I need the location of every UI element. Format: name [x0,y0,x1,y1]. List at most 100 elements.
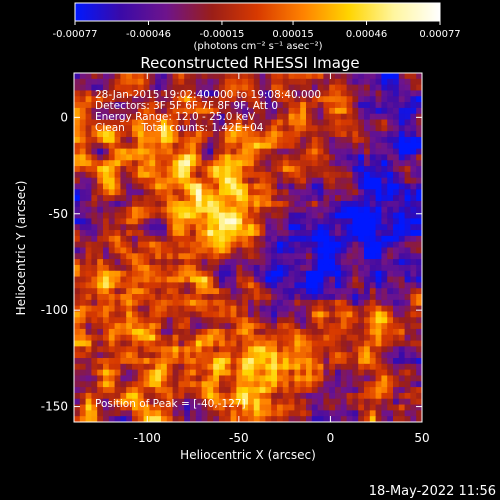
heatmap-cell [213,142,220,150]
heatmap-cell [300,358,307,365]
heatmap-cell [271,387,278,394]
heatmap-cell [317,125,324,132]
heatmap-cell [143,253,150,260]
heatmap-cell [114,90,121,97]
heatmap-cell [213,189,220,196]
heatmap-cell [271,113,278,121]
heatmap-cell [219,230,226,237]
heatmap-cell [393,352,400,359]
heatmap-cell [323,340,330,347]
heatmap-cell [387,218,394,225]
heatmap-cell [97,363,104,371]
heatmap-cell [74,358,81,365]
heatmap-cell [352,363,359,371]
heatmap-cell [161,311,168,318]
heatmap-cell [271,125,278,132]
heatmap-cell [230,148,237,156]
heatmap-cell [300,410,307,417]
heatmap-cell [364,131,371,138]
heatmap-cell [364,171,371,179]
heatmap-cell [120,328,127,336]
heatmap-cell [178,276,185,283]
heatmap-cell [143,160,150,167]
heatmap-cell [364,294,371,301]
heatmap-cell [120,78,127,86]
heatmap-cell [404,160,411,167]
heatmap-cell [114,392,121,400]
heatmap-cell [236,235,243,243]
heatmap-cell [410,84,417,92]
heatmap-cell [369,206,377,214]
heatmap-cell [387,410,394,417]
heatmap-cell [166,381,174,388]
heatmap-cell [248,381,255,388]
heatmap-cell [398,299,406,307]
heatmap-cell [323,323,330,330]
heatmap-cell [207,363,214,371]
heatmap-cell [381,381,388,388]
heatmap-cell [404,264,411,272]
heatmap-cell [259,189,266,196]
heatmap-cell [207,235,214,243]
heatmap-cell [224,410,232,417]
heatmap-cell [149,375,156,382]
heatmap-cell [114,125,121,132]
heatmap-cell [381,398,388,406]
heatmap-cell [410,154,417,161]
heatmap-cell [236,224,243,231]
heatmap-cell [236,259,243,266]
heatmap-cell [126,142,133,150]
heatmap-cell [265,288,272,295]
heatmap-cell [387,241,394,249]
heatmap-cell [294,131,301,138]
heatmap-cell [358,416,365,422]
colorbar [74,2,441,22]
heatmap-cell [143,183,150,190]
heatmap-cell [137,381,145,388]
heatmap-cell [242,154,249,161]
heatmap-cell [259,247,266,254]
heatmap-cell [132,404,139,411]
heatmap-cell [207,166,214,173]
heatmap-cell [277,212,284,220]
heatmap-cell [346,381,353,388]
heatmap-cell [242,78,249,86]
heatmap-cell [230,416,237,422]
heatmap-cell [201,241,208,249]
heatmap-cell [259,171,266,179]
heatmap-cell [352,218,359,225]
heatmap-cell [248,200,255,208]
heatmap-cell [306,113,313,121]
heatmap-cell [224,125,232,132]
heatmap-cell [265,323,272,330]
heatmap-cell [335,131,342,138]
heatmap-cell [195,136,203,144]
heatmap-cell [114,352,121,359]
heatmap-cell [358,84,365,92]
heatmap-cell [277,125,284,132]
heatmap-cell [265,387,272,394]
heatmap-cell [242,363,249,371]
heatmap-cell [375,247,382,254]
heatmap-cell [166,113,174,121]
heatmap-cell [248,148,255,156]
heatmap-cell [114,305,121,313]
heatmap-cell [91,328,98,336]
heatmap-cell [172,230,179,237]
heatmap-cell [265,270,272,278]
heatmap-cell [358,148,365,156]
heatmap-cell [190,166,197,173]
heatmap-cell [311,311,319,318]
heatmap-cell [416,288,422,295]
heatmap-cell [404,375,411,382]
heatmap-cell [155,136,162,144]
heatmap-cell [340,189,348,196]
heatmap-cell [317,381,324,388]
heatmap-cell [103,276,110,283]
heatmap-cell [323,154,330,161]
heatmap-cell [317,119,324,126]
heatmap-cell [172,218,179,225]
heatmap-cell [178,230,185,237]
heatmap-cell [230,328,237,336]
heatmap-cell [271,305,278,313]
